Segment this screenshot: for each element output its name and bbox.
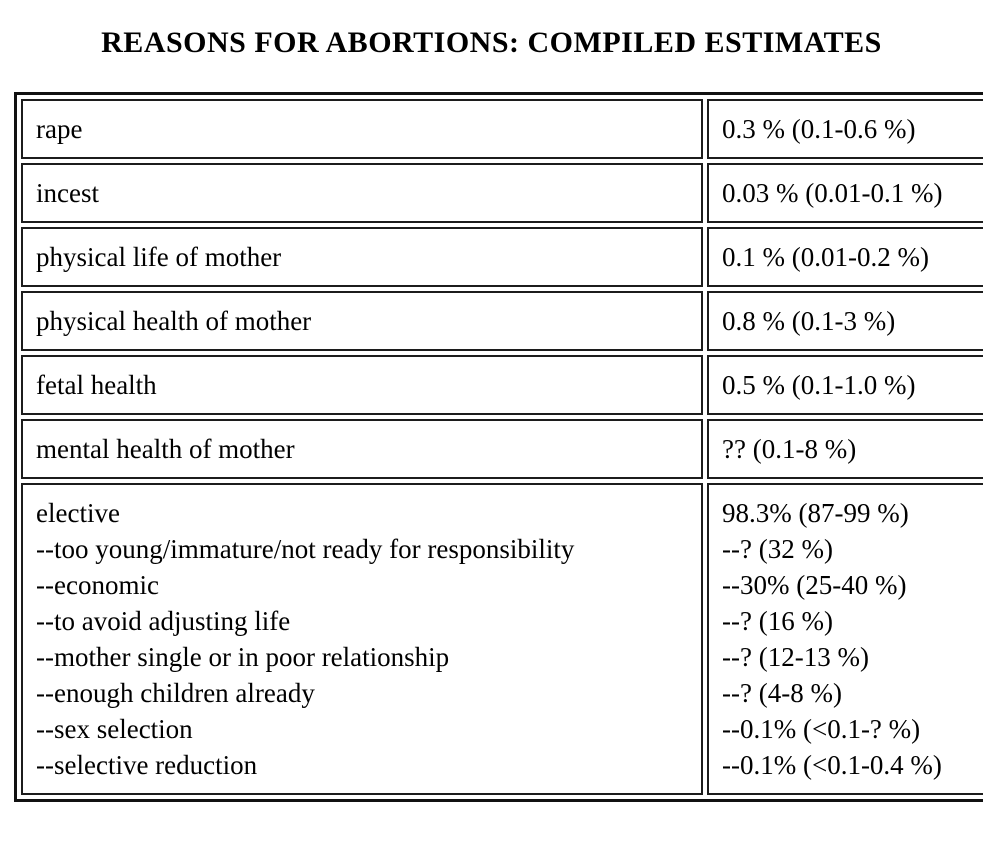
estimate-cell: 0.8 % (0.1-3 %) (707, 291, 983, 351)
reason-cell: incest (21, 163, 703, 223)
estimate-cell: 0.1 % (0.01-0.2 %) (707, 227, 983, 287)
table-row: physical health of mother 0.8 % (0.1-3 %… (21, 291, 983, 351)
reason-cell: physical health of mother (21, 291, 703, 351)
table-row: physical life of mother 0.1 % (0.01-0.2 … (21, 227, 983, 287)
estimate-cell: 0.03 % (0.01-0.1 %) (707, 163, 983, 223)
estimate-cell: 0.5 % (0.1-1.0 %) (707, 355, 983, 415)
estimate-cell: 98.3% (87-99 %) --? (32 %) --30% (25-40 … (707, 483, 983, 795)
table-row: rape 0.3 % (0.1-0.6 %) (21, 99, 983, 159)
reason-cell: elective --too young/immature/not ready … (21, 483, 703, 795)
table-row: incest 0.03 % (0.01-0.1 %) (21, 163, 983, 223)
page-title: REASONS FOR ABORTIONS: COMPILED ESTIMATE… (101, 26, 882, 59)
reason-cell: fetal health (21, 355, 703, 415)
estimate-cell: ?? (0.1-8 %) (707, 419, 983, 479)
table-row: fetal health 0.5 % (0.1-1.0 %) (21, 355, 983, 415)
estimate-cell: 0.3 % (0.1-0.6 %) (707, 99, 983, 159)
reason-cell: rape (21, 99, 703, 159)
table-row: mental health of mother ?? (0.1-8 %) (21, 419, 983, 479)
reason-cell: physical life of mother (21, 227, 703, 287)
table-row: elective --too young/immature/not ready … (21, 483, 983, 795)
estimates-table: rape 0.3 % (0.1-0.6 %) incest 0.03 % (0.… (14, 92, 983, 802)
reason-cell: mental health of mother (21, 419, 703, 479)
